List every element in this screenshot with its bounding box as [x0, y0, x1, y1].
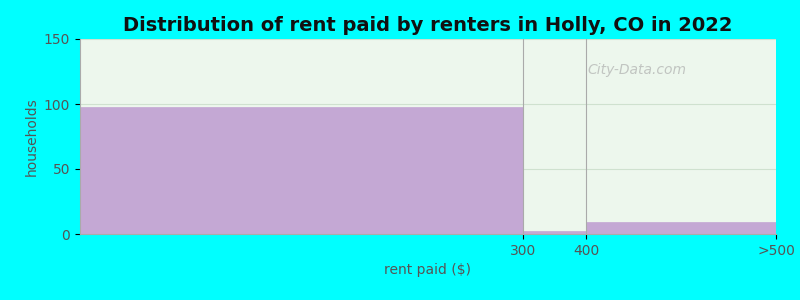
- Text: City-Data.com: City-Data.com: [587, 63, 686, 77]
- Bar: [586, 222, 776, 234]
- Bar: [523, 231, 586, 234]
- Bar: [80, 106, 523, 234]
- Y-axis label: households: households: [24, 97, 38, 176]
- X-axis label: rent paid ($): rent paid ($): [385, 263, 471, 277]
- Title: Distribution of rent paid by renters in Holly, CO in 2022: Distribution of rent paid by renters in …: [123, 16, 733, 35]
